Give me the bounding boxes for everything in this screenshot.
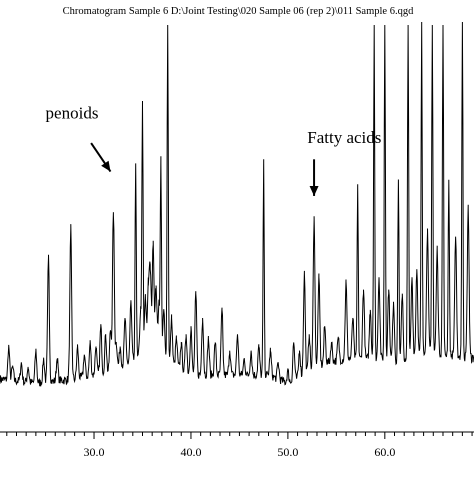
x-axis-ticks: 30.0 40.0 50.0 60.0 — [6, 432, 473, 459]
chart-title: Chromatogram Sample 6 D:\Joint Testing\0… — [63, 6, 414, 17]
chromatogram-trace — [0, 21, 474, 387]
annotations-layer: penoids Fatty acids — [46, 104, 381, 196]
annotation-label: Fatty acids — [307, 128, 381, 147]
x-tick-label: 50.0 — [277, 445, 298, 459]
x-tick-label: 60.0 — [374, 445, 395, 459]
x-tick-label: 30.0 — [84, 445, 105, 459]
annotation-label: penoids — [46, 104, 99, 123]
annotation-arrow-head — [101, 160, 111, 172]
x-tick-label: 40.0 — [180, 445, 201, 459]
annotation-arrow-head — [309, 185, 319, 196]
